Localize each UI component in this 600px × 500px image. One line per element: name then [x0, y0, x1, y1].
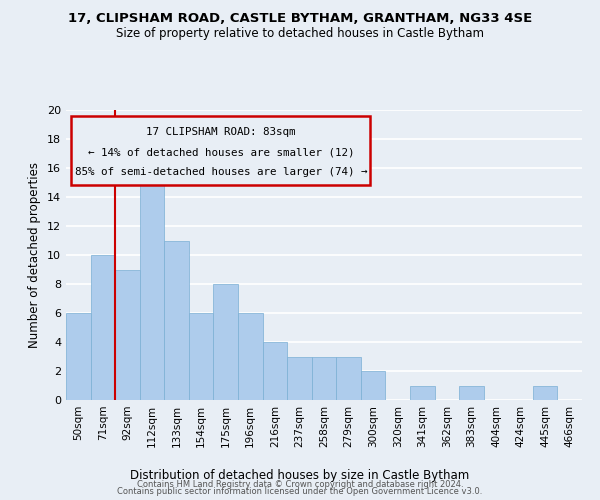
- Text: Contains HM Land Registry data © Crown copyright and database right 2024.: Contains HM Land Registry data © Crown c…: [137, 480, 463, 489]
- Text: Size of property relative to detached houses in Castle Bytham: Size of property relative to detached ho…: [116, 28, 484, 40]
- Text: 17 CLIPSHAM ROAD: 83sqm: 17 CLIPSHAM ROAD: 83sqm: [146, 128, 296, 138]
- Bar: [238, 313, 263, 400]
- Text: 17, CLIPSHAM ROAD, CASTLE BYTHAM, GRANTHAM, NG33 4SE: 17, CLIPSHAM ROAD, CASTLE BYTHAM, GRANTH…: [68, 12, 532, 26]
- FancyBboxPatch shape: [71, 116, 370, 186]
- Bar: [287, 356, 312, 400]
- Text: 85% of semi-detached houses are larger (74) →: 85% of semi-detached houses are larger (…: [74, 167, 367, 177]
- Bar: [214, 284, 238, 400]
- Bar: [164, 240, 189, 400]
- Bar: [312, 356, 336, 400]
- Bar: [410, 386, 434, 400]
- Bar: [140, 154, 164, 400]
- Bar: [91, 255, 115, 400]
- Y-axis label: Number of detached properties: Number of detached properties: [28, 162, 41, 348]
- Bar: [189, 313, 214, 400]
- Text: ← 14% of detached houses are smaller (12): ← 14% of detached houses are smaller (12…: [88, 148, 354, 158]
- Bar: [336, 356, 361, 400]
- Bar: [66, 313, 91, 400]
- Text: Contains public sector information licensed under the Open Government Licence v3: Contains public sector information licen…: [118, 488, 482, 496]
- Bar: [263, 342, 287, 400]
- Text: Distribution of detached houses by size in Castle Bytham: Distribution of detached houses by size …: [130, 470, 470, 482]
- Bar: [361, 371, 385, 400]
- Bar: [533, 386, 557, 400]
- Bar: [115, 270, 140, 400]
- Bar: [459, 386, 484, 400]
